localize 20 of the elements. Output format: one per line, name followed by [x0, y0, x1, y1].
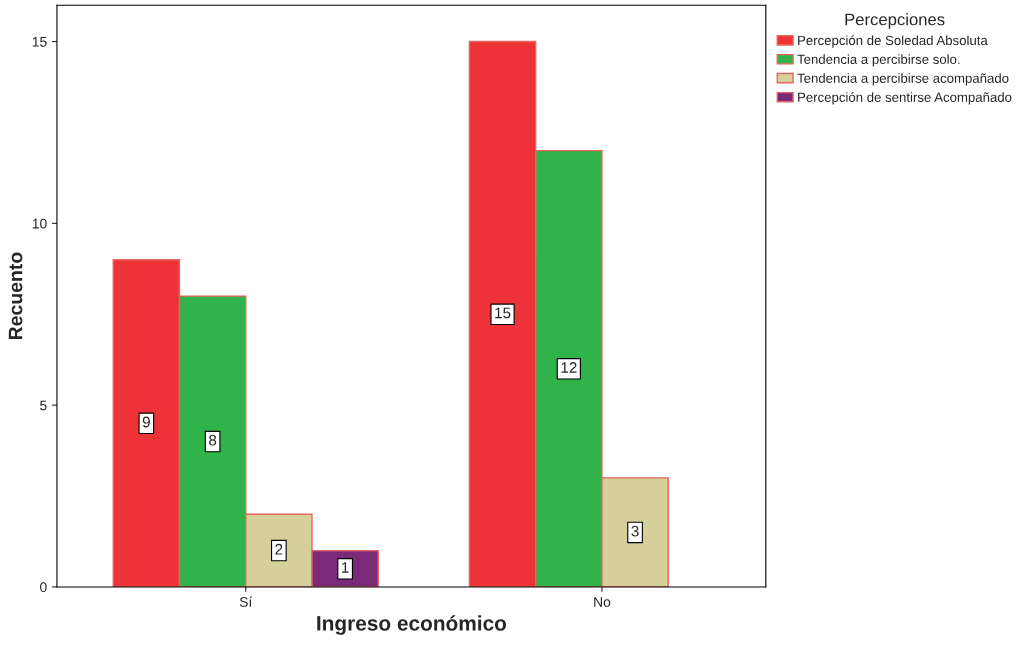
y-tick-label: 0	[40, 582, 47, 593]
legend-title: Percepciones	[845, 13, 945, 29]
legend-label: Tendencia a percibirse acompañado	[797, 73, 1009, 86]
legend-label: Tendencia a percibirse solo.	[797, 54, 960, 67]
x-axis-title: Ingreso económico	[317, 615, 507, 635]
data-label: 8	[209, 434, 217, 446]
y-tick-label: 10	[32, 218, 47, 229]
y-tick-label: 5	[40, 400, 47, 411]
data-label: 3	[631, 525, 639, 537]
data-label: 1	[342, 562, 349, 573]
y-axis-title: Recuento	[8, 252, 23, 340]
data-label: 9	[142, 416, 150, 428]
legend-label: Percepción de sentirse Acompañado	[798, 92, 1012, 105]
x-tick-label: Sí	[239, 596, 253, 607]
x-tick-label: No	[594, 597, 611, 607]
data-label: 15	[495, 307, 511, 319]
legend-label: Percepción de Soledad Absoluta	[798, 35, 988, 48]
y-tick-label: 15	[32, 37, 47, 47]
data-label: 2	[275, 543, 283, 555]
data-label: 12	[561, 362, 577, 373]
